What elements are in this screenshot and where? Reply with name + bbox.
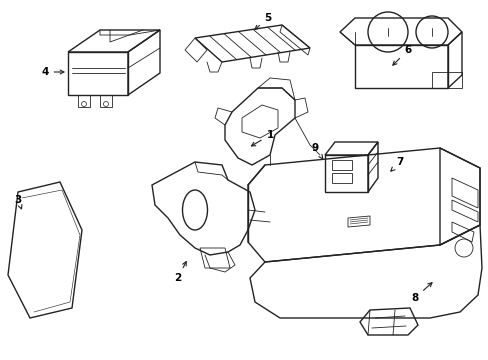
Text: 8: 8 <box>410 283 431 303</box>
Text: 1: 1 <box>251 130 273 146</box>
Text: 6: 6 <box>392 45 411 65</box>
Text: 7: 7 <box>390 157 403 171</box>
Text: 3: 3 <box>14 195 22 209</box>
Text: 2: 2 <box>174 262 186 283</box>
Text: 5: 5 <box>255 13 271 30</box>
Text: 4: 4 <box>41 67 64 77</box>
Text: 9: 9 <box>311 143 322 159</box>
